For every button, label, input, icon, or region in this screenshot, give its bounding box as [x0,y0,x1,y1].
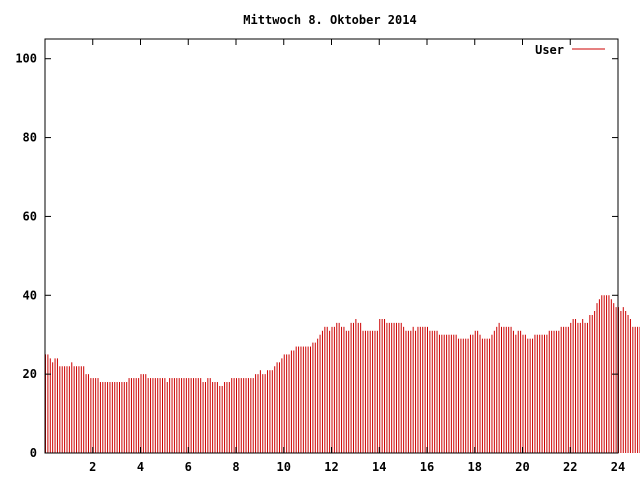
x-tick-label: 16 [420,460,434,474]
x-tick-label: 22 [563,460,577,474]
x-tick-label: 10 [277,460,291,474]
bar-series-user [45,295,640,453]
y-tick-label: 0 [30,446,37,460]
chart-title: Mittwoch 8. Oktober 2014 [243,13,416,27]
y-tick-label: 80 [23,131,37,145]
legend-label-user: User [535,43,564,57]
x-tick-label: 2 [89,460,96,474]
x-tick-label: 20 [515,460,529,474]
y-tick-label: 20 [23,367,37,381]
x-tick-label: 4 [137,460,144,474]
x-tick-label: 6 [185,460,192,474]
legend: User [535,43,605,57]
x-tick-label: 12 [324,460,338,474]
y-tick-labels: 0 20 40 60 80 100 [15,52,37,460]
y-tick-label: 40 [23,288,37,302]
plot-frame [44,38,619,454]
x-tick-label: 18 [468,460,482,474]
y-tick-label: 100 [15,52,37,66]
x-tick-labels: 2 4 6 8 10 12 14 16 18 20 22 24 [89,460,625,474]
x-tick-label: 8 [232,460,239,474]
x-tick-label: 24 [611,460,625,474]
x-tick-label: 14 [372,460,386,474]
y-tick-label: 60 [23,209,37,223]
